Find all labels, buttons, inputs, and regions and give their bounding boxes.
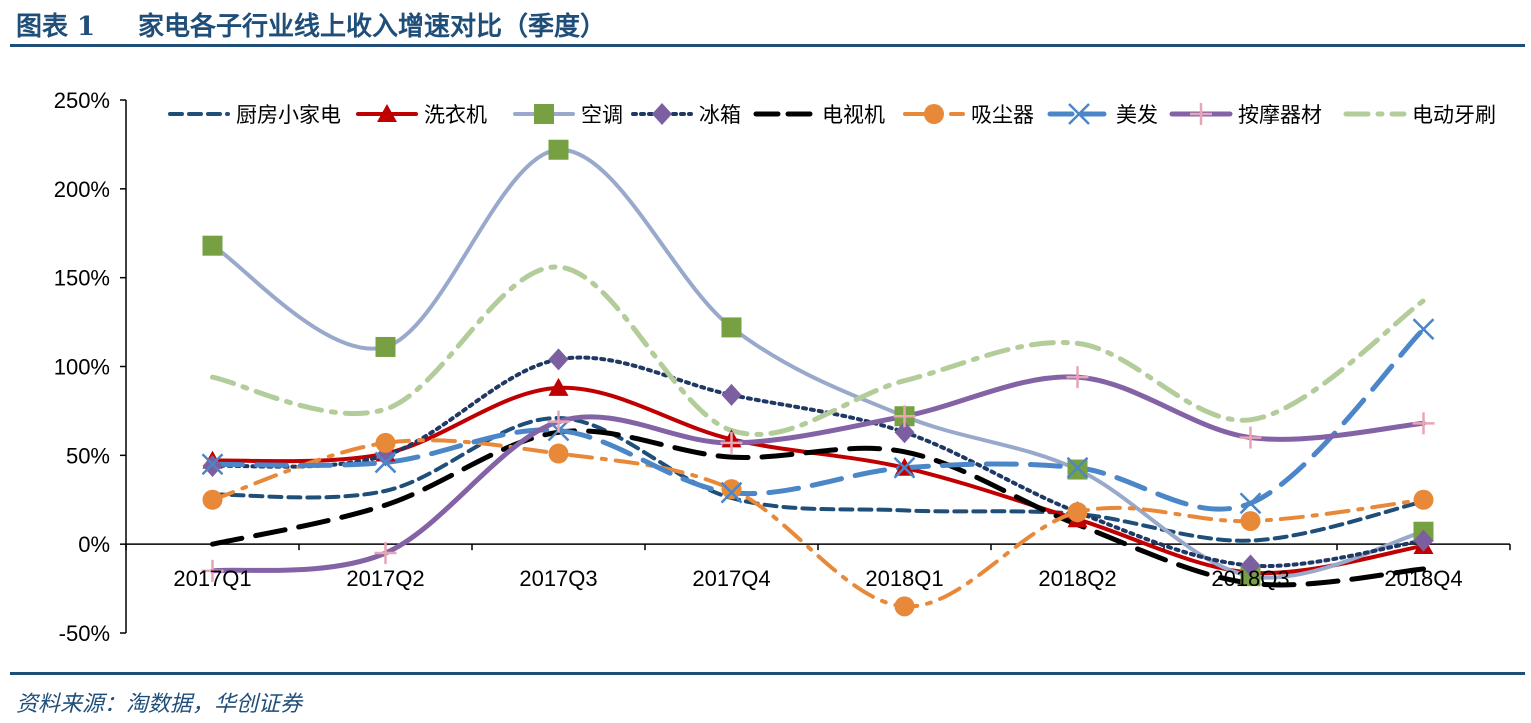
data-point — [720, 431, 743, 454]
title-bar: 图表 1 家电各子行业线上收入增速对比（季度） — [10, 4, 1525, 47]
data-point — [1240, 511, 1261, 532]
data-point — [1413, 529, 1434, 552]
data-point — [374, 451, 397, 474]
data-point — [1067, 502, 1088, 523]
legend-item: 按摩器材 — [1169, 103, 1322, 127]
data-point — [721, 479, 742, 500]
data-point — [721, 317, 742, 338]
data-point — [1239, 426, 1262, 449]
legend-item: 冰箱 — [631, 103, 741, 127]
legend-marker — [534, 104, 554, 124]
data-point — [1412, 318, 1435, 341]
data-point — [548, 443, 569, 464]
y-tick-label: 250% — [54, 88, 110, 113]
legend-marker — [924, 104, 944, 124]
series-line-5 — [210, 438, 1426, 609]
x-tick-label: 2018Q2 — [1038, 566, 1116, 591]
data-point — [893, 405, 916, 428]
legend-label: 洗衣机 — [424, 104, 487, 127]
x-tick-label: 2018Q3 — [1211, 566, 1289, 591]
series-line-4 — [210, 428, 1426, 588]
legend-marker — [1190, 103, 1212, 125]
legend-item: 美发 — [1047, 103, 1158, 127]
y-tick-label: -50% — [59, 621, 110, 646]
data-point — [202, 489, 223, 510]
legend-item: 电视机 — [753, 104, 885, 127]
legend-label: 美发 — [1116, 104, 1158, 127]
data-point — [1066, 366, 1089, 389]
legend-label: 电视机 — [822, 104, 885, 127]
legend-label: 电动牙刷 — [1412, 104, 1496, 127]
data-point — [893, 456, 916, 479]
x-tick-label: 2018Q1 — [865, 566, 943, 591]
data-point — [201, 559, 224, 582]
data-point — [1066, 456, 1089, 479]
legend-label: 吸尘器 — [971, 104, 1034, 127]
source-note: 资料来源：淘数据，华创证券 — [16, 692, 303, 717]
series-line-3 — [210, 355, 1426, 569]
x-tick-label: 2017Q2 — [346, 566, 424, 591]
x-tick-label: 2017Q1 — [173, 566, 251, 591]
data-point — [720, 481, 743, 504]
data-point — [202, 235, 223, 256]
data-point — [721, 383, 742, 406]
data-point — [374, 542, 397, 565]
y-tick-label: 150% — [54, 266, 110, 291]
x-tick-label: 2017Q4 — [692, 566, 770, 591]
legend-label: 冰箱 — [699, 104, 741, 127]
data-point — [1239, 492, 1262, 515]
legend-item: 空调 — [513, 104, 623, 127]
data-point — [894, 421, 915, 444]
data-point — [1413, 489, 1434, 510]
x-tick-label: 2018Q4 — [1384, 566, 1462, 591]
x-tick-label: 2017Q3 — [519, 566, 597, 591]
data-point — [1067, 459, 1088, 480]
data-point — [894, 596, 915, 617]
data-point — [1240, 554, 1261, 577]
data-point — [375, 432, 396, 453]
legend-marker — [1068, 103, 1090, 125]
series-line-0 — [210, 416, 1426, 543]
legend-label: 空调 — [581, 104, 623, 127]
data-point — [548, 139, 569, 160]
y-tick-label: 0% — [78, 532, 110, 557]
series-line-7 — [210, 374, 1426, 574]
y-tick-label: 200% — [54, 177, 110, 202]
line-chart: -50% 0% 50% 100% 150% 200% 250% 2017Q1 2017Q2 201… — [54, 88, 1511, 646]
data-point — [547, 410, 570, 433]
data-point — [548, 377, 569, 396]
legend-item: 厨房小家电 — [168, 104, 341, 127]
y-tick-label: 50% — [66, 443, 110, 468]
data-point — [201, 453, 224, 476]
figure-label: 图表 1 — [16, 12, 96, 42]
legend-marker — [652, 103, 672, 125]
legend-label: 厨房小家电 — [236, 104, 341, 127]
data-point — [1412, 412, 1435, 435]
y-tick-label: 100% — [54, 355, 110, 380]
legend-marker — [377, 104, 397, 122]
data-point — [375, 336, 396, 357]
legend-label: 按摩器材 — [1238, 104, 1322, 127]
legend-item: 电动牙刷 — [1343, 104, 1496, 127]
legend-item: 吸尘器 — [903, 104, 1034, 127]
data-point — [548, 348, 569, 371]
series-line-8 — [210, 264, 1426, 437]
chart-title: 家电各子行业线上收入增速对比（季度） — [138, 12, 607, 42]
legend-item: 洗衣机 — [356, 104, 487, 127]
footer-divider — [10, 672, 1525, 675]
